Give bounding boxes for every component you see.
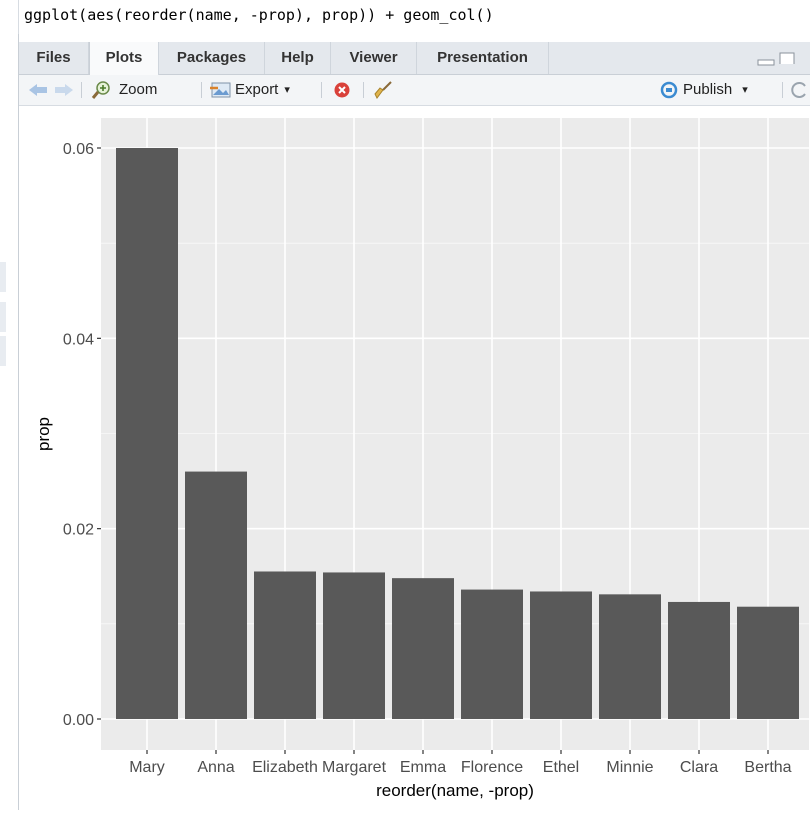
plot-area: 0.00 0.02 0.04 0.06 Mary Anna Elizabeth Margar… (19, 106, 810, 810)
back-button[interactable] (27, 75, 49, 105)
pane-splitter-mark (0, 336, 6, 366)
x-tick-label: Emma (400, 759, 446, 776)
toolbar-separator (81, 82, 82, 98)
forward-button[interactable] (53, 75, 75, 105)
bar-ethel (530, 591, 592, 719)
x-tick-label: Ethel (543, 759, 579, 776)
tab-presentation[interactable]: Presentation (417, 42, 549, 74)
publish-button[interactable]: Publish ▾ (659, 75, 748, 105)
bar-chart: 0.00 0.02 0.04 0.06 Mary Anna Elizabeth Margar… (34, 118, 809, 800)
zoom-label: Zoom (119, 81, 158, 98)
x-axis-title: reorder(name, -prop) (376, 781, 534, 800)
x-tick-label: Margaret (322, 759, 387, 776)
publish-label: Publish (683, 81, 733, 98)
remove-plot-button[interactable] (333, 75, 351, 105)
x-tick-label: Anna (197, 759, 234, 776)
x-tick-label: Mary (129, 759, 165, 776)
y-tick-label: 0.04 (63, 331, 94, 348)
toolbar-separator (363, 82, 364, 98)
y-tick-label: 0.06 (63, 141, 94, 158)
bar-margaret (323, 572, 385, 719)
forward-arrow-icon (55, 84, 73, 96)
tab-packages[interactable]: Packages (159, 42, 265, 74)
maximize-pane-icon[interactable] (779, 52, 795, 64)
tab-files[interactable]: Files (19, 42, 89, 74)
tab-help[interactable]: Help (265, 42, 331, 74)
plots-toolbar: Zoom Export ▾ (19, 75, 810, 106)
tab-bar: Files Plots Packages Help Viewer Present… (19, 42, 810, 75)
zoom-icon (91, 81, 110, 99)
toolbar-separator (201, 82, 202, 98)
publish-dropdown-icon: ▾ (742, 84, 748, 96)
console-command: ggplot(aes(reorder(name, -prop), prop)) … (24, 6, 494, 24)
y-tick-label: 0.02 (63, 522, 94, 539)
x-tick-label: Minnie (606, 759, 653, 776)
clear-all-plots-button[interactable] (373, 75, 393, 105)
export-label: Export (235, 81, 279, 98)
refresh-icon (791, 82, 806, 98)
remove-plot-icon (334, 82, 350, 98)
publish-icon (660, 81, 678, 99)
bar-florence (461, 589, 523, 719)
plots-pane: Files Plots Packages Help Viewer Present… (18, 34, 810, 810)
back-arrow-icon (29, 84, 47, 96)
y-tick-label: 0.00 (63, 712, 94, 729)
left-pane-edge (0, 0, 19, 810)
x-tick-label: Clara (680, 759, 718, 776)
x-tick-label: Bertha (744, 759, 791, 776)
refresh-button[interactable] (789, 75, 809, 105)
bar-anna (185, 471, 247, 719)
bar-mary (116, 148, 178, 719)
bar-clara (668, 601, 730, 719)
bar-elizabeth (254, 571, 316, 719)
bar-emma (392, 578, 454, 719)
bar-bertha (737, 606, 799, 719)
pane-splitter-mark (0, 262, 6, 292)
broom-icon (374, 81, 392, 99)
export-icon (210, 82, 231, 98)
export-button[interactable]: Export ▾ (209, 75, 290, 105)
x-tick-label: Elizabeth (252, 759, 318, 776)
toolbar-separator (782, 82, 783, 98)
pane-splitter-mark (0, 302, 6, 332)
bar-minnie (599, 594, 661, 719)
x-tick-label: Florence (461, 759, 523, 776)
y-axis-title: prop (34, 417, 53, 451)
zoom-button[interactable]: Zoom (91, 75, 157, 105)
tab-plots[interactable]: Plots (89, 42, 159, 75)
minimize-pane-icon[interactable] (757, 54, 775, 66)
export-dropdown-icon: ▾ (284, 84, 290, 96)
tab-viewer[interactable]: Viewer (331, 42, 417, 74)
toolbar-separator (321, 82, 322, 98)
